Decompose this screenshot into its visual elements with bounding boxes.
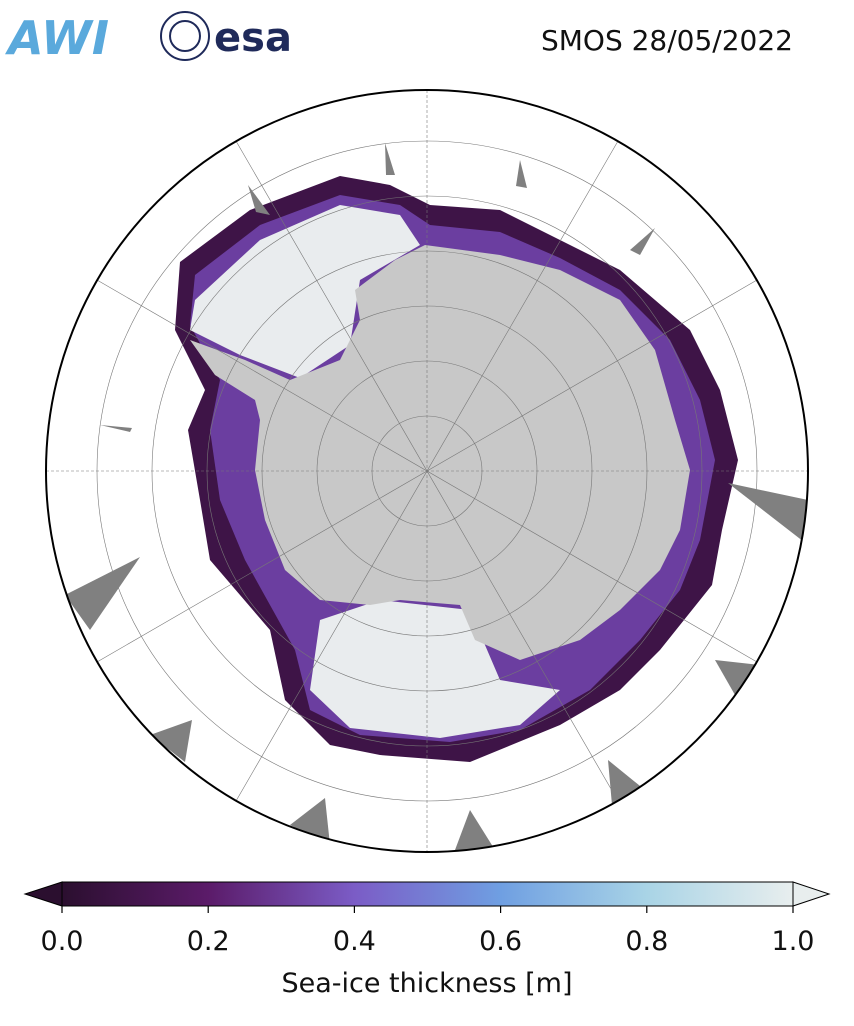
colorbar-extend-high	[792, 881, 831, 907]
weddell-ice	[190, 205, 420, 378]
colorbar-tick-label: 0.2	[187, 926, 230, 957]
colorbar-tick-label: 0.0	[41, 926, 84, 957]
colorbar	[23, 881, 831, 907]
colorbar-extend-low	[23, 881, 63, 907]
colorbar-tick-label: 0.4	[333, 926, 376, 957]
title: SMOS 28/05/2022	[541, 24, 793, 57]
colorbar-body	[61, 881, 794, 907]
colorbar-tick-label: 0.8	[625, 926, 668, 957]
antarctica	[190, 245, 690, 660]
ross-ice	[310, 600, 560, 738]
map	[46, 90, 808, 852]
graticule	[46, 90, 808, 852]
awi-logo: AWI	[5, 11, 109, 65]
esa-logo: esa	[214, 15, 292, 61]
colorbar-tick-label: 0.6	[479, 926, 522, 957]
esa-logo-mark	[160, 11, 210, 61]
map-frame	[45, 89, 809, 853]
colorbar-tick-label: 1.0	[772, 926, 815, 957]
esa-logo-mark	[169, 20, 201, 52]
colorbar-label: Sea-ice thickness [m]	[281, 968, 572, 999]
